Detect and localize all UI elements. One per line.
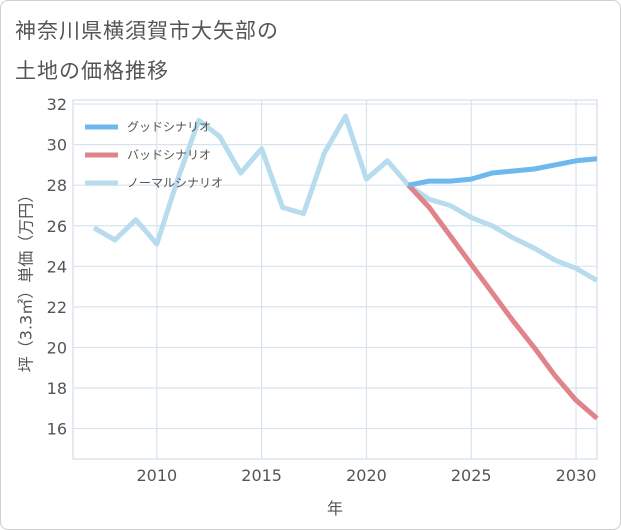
- y-tick-label: 32: [47, 95, 67, 114]
- y-tick-label: 22: [47, 298, 67, 317]
- y-tick-label: 24: [47, 257, 67, 276]
- x-tick-label: 2010: [136, 466, 177, 485]
- y-axis-title: 坪（3.3㎡）単価（万円）: [17, 187, 36, 372]
- y-tick-label: 16: [47, 420, 67, 439]
- series-line-1: [406, 183, 599, 421]
- legend-label-1: バッドシナリオ: [127, 148, 211, 162]
- series-line-2: [92, 113, 599, 283]
- y-tick-label: 20: [47, 338, 67, 357]
- tick-labels: 16 18 20 22 24 26 28 30 32 2010 2015 2020 2025 2030: [47, 95, 597, 485]
- legend-label-2: ノーマルシナリオ: [127, 176, 223, 190]
- x-tick-label: 2020: [346, 466, 387, 485]
- y-tick-label: 30: [47, 136, 67, 155]
- chart-title-line-2: 土地の価格推移: [15, 59, 169, 83]
- x-axis-title: 年: [327, 499, 343, 518]
- y-tick-label: 18: [47, 379, 67, 398]
- y-tick-label: 26: [47, 217, 67, 236]
- plot-area: [72, 99, 598, 460]
- x-tick-label: 2030: [556, 466, 597, 485]
- series-line-0: [407, 156, 598, 188]
- gridlines: [73, 100, 597, 459]
- series-lines: [92, 113, 599, 421]
- chart-title-line-1: 神奈川県横須賀市大矢部の: [15, 19, 279, 43]
- y-tick-label: 28: [47, 176, 67, 195]
- legend-label-0: グッドシナリオ: [127, 120, 211, 134]
- x-tick-label: 2025: [451, 466, 492, 485]
- x-tick-label: 2015: [241, 466, 282, 485]
